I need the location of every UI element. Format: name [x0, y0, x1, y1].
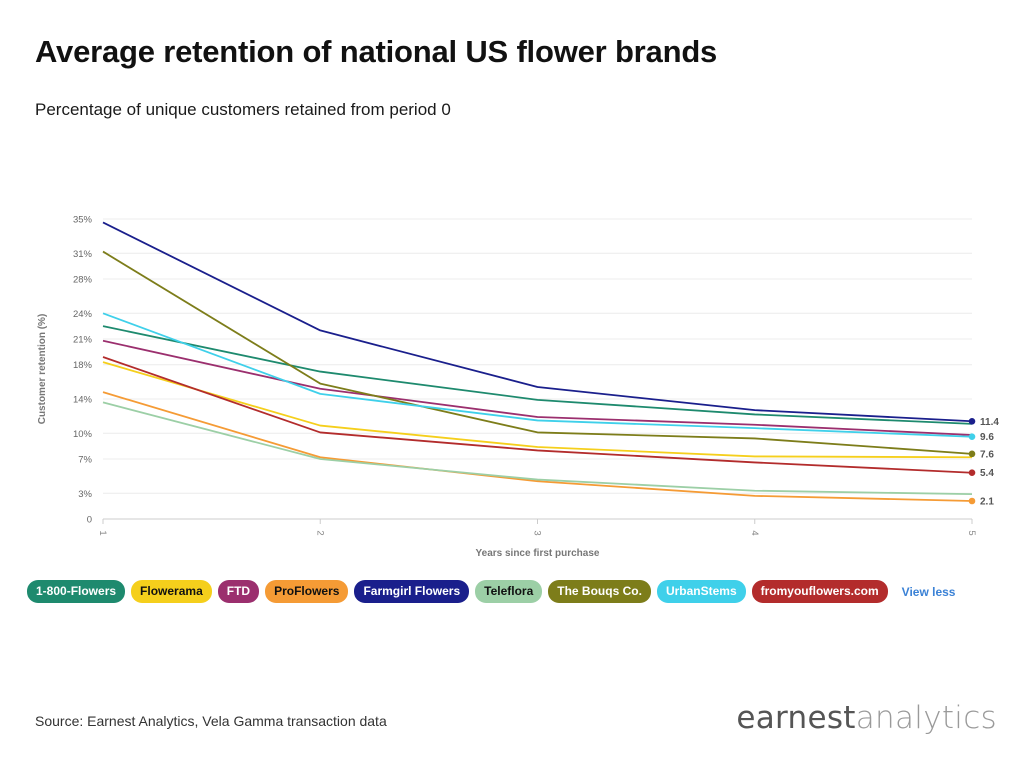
view-less-link[interactable]: View less [901, 584, 956, 599]
legend-chip-ftd[interactable]: FTD [217, 580, 260, 603]
legend-chip-1-800-flowers[interactable]: 1-800-Flowers [27, 580, 126, 603]
legend: 1-800-Flowers Flowerama FTD ProFlowers Farmg… [27, 580, 955, 603]
y-tick-label: 18% [73, 360, 93, 371]
end-marker-urbanstems [968, 433, 976, 441]
end-label-urbanstems: 9.6 [980, 432, 994, 443]
y-tick-label: 24% [73, 309, 93, 320]
x-tick-label: 2 [314, 530, 325, 535]
x-axis-title: Years since first purchase [476, 548, 600, 559]
y-tick-label: 3% [78, 489, 92, 500]
earnest-analytics-logo: earnestanalytics [736, 700, 997, 736]
series-line-1-800-flowers [102, 325, 973, 425]
series-line-flowerama [102, 361, 973, 459]
series-line-teleflora [102, 401, 973, 496]
legend-chip-the-bouqs-co[interactable]: The Bouqs Co. [548, 580, 651, 603]
legend-chip-proflowers[interactable]: ProFlowers [265, 580, 349, 603]
legend-chip-fromyouflowers-com[interactable]: fromyouflowers.com [751, 580, 888, 603]
end-label-farmgirl-flowers: 11.4 [980, 417, 999, 428]
end-marker-proflowers [968, 497, 976, 505]
y-tick-label: 28% [73, 275, 93, 286]
x-tick-label: 5 [966, 530, 977, 535]
legend-chip-teleflora[interactable]: Teleflora [475, 580, 543, 603]
end-marker-the-bouqs-co [968, 450, 976, 458]
series-line-ftd [102, 339, 973, 436]
source-note: Source: Earnest Analytics, Vela Gamma tr… [35, 713, 387, 729]
series-line-proflowers [102, 391, 973, 502]
y-tick-label: 35% [73, 215, 93, 226]
x-tick-label: 4 [749, 530, 760, 535]
x-tick-label: 3 [532, 530, 543, 535]
end-label-the-bouqs-co: 7.6 [980, 449, 994, 460]
legend-chip-farmgirl-flowers[interactable]: Farmgirl Flowers [354, 580, 470, 603]
legend-chip-flowerama[interactable]: Flowerama [131, 580, 212, 603]
y-tick-label: 14% [73, 395, 93, 406]
y-tick-label: 21% [73, 335, 93, 346]
y-tick-label: 31% [73, 249, 93, 260]
x-tick-label: 1 [97, 530, 108, 535]
line-chart: 0 3% 7% 10% 14% 18% 21% 24% 28% 31% 35% 1 2 3 4 5 Years … [37, 215, 999, 560]
end-label-proflowers: 2.1 [980, 497, 994, 508]
end-marker-farmgirl-flowers [968, 417, 976, 425]
legend-chip-urbanstems[interactable]: UrbanStems [656, 580, 746, 603]
series-line-urbanstems [102, 312, 973, 438]
end-label-fromyouflowers-com: 5.4 [980, 468, 994, 479]
y-tick-label: 0 [87, 515, 92, 526]
series-line-fromyouflowers-com [102, 356, 973, 474]
series-line-the-bouqs-co [102, 250, 973, 455]
y-tick-label: 10% [73, 429, 93, 440]
series-line-farmgirl-flowers [102, 221, 973, 423]
chart-title: Average retention of national US flower … [35, 34, 718, 69]
chart-subtitle: Percentage of unique customers retained … [35, 100, 451, 119]
y-tick-label: 7% [78, 455, 92, 466]
logo-part-earnest: earnest [736, 700, 856, 736]
logo-part-analytics: analytics [855, 700, 997, 736]
end-marker-fromyouflowers-com [968, 469, 976, 477]
y-axis-title: Customer retention (%) [37, 314, 48, 425]
